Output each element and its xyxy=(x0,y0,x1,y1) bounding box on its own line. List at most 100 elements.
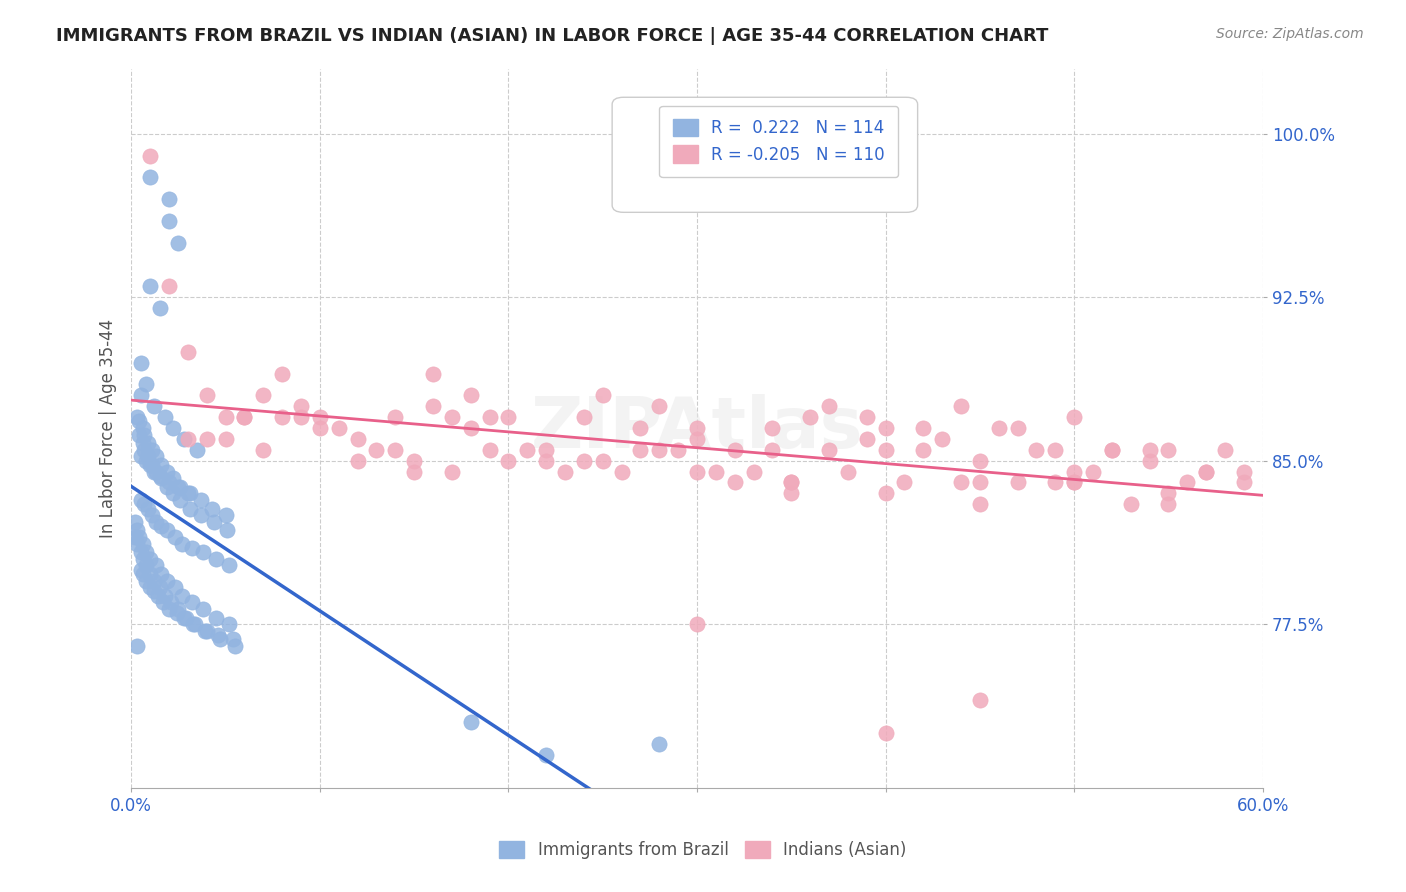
Point xyxy=(131,551,153,566)
Point xyxy=(969,497,991,511)
Point xyxy=(534,442,557,457)
Point xyxy=(150,567,173,582)
Point xyxy=(572,410,595,425)
Point xyxy=(218,558,240,573)
Point xyxy=(139,279,162,293)
Point xyxy=(1157,486,1180,500)
Point xyxy=(218,617,240,632)
Point xyxy=(704,465,727,479)
Point xyxy=(128,415,150,429)
Point xyxy=(1045,442,1067,457)
Point xyxy=(157,279,180,293)
Point xyxy=(134,427,156,442)
Point xyxy=(1101,442,1123,457)
Text: IMMIGRANTS FROM BRAZIL VS INDIAN (ASIAN) IN LABOR FORCE | AGE 35-44 CORRELATION : IMMIGRANTS FROM BRAZIL VS INDIAN (ASIAN)… xyxy=(56,27,1049,45)
Point xyxy=(129,450,152,464)
Point xyxy=(167,235,190,250)
Point xyxy=(875,421,897,435)
Point xyxy=(125,639,148,653)
Point xyxy=(534,747,557,762)
Point xyxy=(201,501,224,516)
Point xyxy=(134,442,156,457)
Point xyxy=(162,486,184,500)
Point xyxy=(1119,497,1142,511)
Point xyxy=(157,214,180,228)
FancyBboxPatch shape xyxy=(612,97,918,212)
Point xyxy=(214,508,236,523)
Point xyxy=(174,610,197,624)
Point xyxy=(163,530,186,544)
Point xyxy=(124,530,146,544)
Point xyxy=(179,486,201,500)
Point xyxy=(855,410,877,425)
Point xyxy=(724,442,747,457)
Point xyxy=(592,453,614,467)
Point xyxy=(761,442,783,457)
Point xyxy=(156,524,179,538)
Point xyxy=(128,530,150,544)
Point xyxy=(931,432,953,446)
Point xyxy=(572,453,595,467)
Point xyxy=(135,377,157,392)
Legend: Immigrants from Brazil, Indians (Asian): Immigrants from Brazil, Indians (Asian) xyxy=(492,834,914,866)
Point xyxy=(184,617,207,632)
Point xyxy=(183,617,205,632)
Point xyxy=(422,367,444,381)
Point xyxy=(131,536,153,550)
Point xyxy=(628,421,651,435)
Point xyxy=(912,442,935,457)
Point xyxy=(136,501,159,516)
Point xyxy=(136,436,159,450)
Point xyxy=(404,465,426,479)
Point xyxy=(156,465,179,479)
Point xyxy=(855,432,877,446)
Point xyxy=(460,715,482,730)
Point xyxy=(290,399,312,413)
Point xyxy=(893,475,915,490)
Point xyxy=(686,465,709,479)
Point xyxy=(1175,475,1198,490)
Point xyxy=(440,465,463,479)
Point xyxy=(135,545,157,559)
Point xyxy=(478,410,501,425)
Legend: R =  0.222   N = 114, R = -0.205   N = 110: R = 0.222 N = 114, R = -0.205 N = 110 xyxy=(659,105,898,177)
Point xyxy=(150,471,173,485)
Point xyxy=(153,410,176,425)
Point xyxy=(129,388,152,402)
Point xyxy=(153,589,176,603)
Point xyxy=(141,508,163,523)
Point xyxy=(135,453,157,467)
Text: Source: ZipAtlas.com: Source: ZipAtlas.com xyxy=(1216,27,1364,41)
Point xyxy=(818,442,841,457)
Point xyxy=(271,367,294,381)
Point xyxy=(129,563,152,577)
Point xyxy=(148,580,170,594)
Point xyxy=(404,453,426,467)
Point xyxy=(1045,475,1067,490)
Point xyxy=(195,388,218,402)
Point xyxy=(233,410,256,425)
Point xyxy=(136,450,159,464)
Text: ZIPAtlas: ZIPAtlas xyxy=(530,393,863,463)
Point xyxy=(141,458,163,472)
Point xyxy=(950,399,973,413)
Point xyxy=(875,726,897,740)
Point xyxy=(129,545,152,559)
Point xyxy=(162,471,184,485)
Point xyxy=(592,388,614,402)
Point xyxy=(498,453,520,467)
Point xyxy=(1063,475,1085,490)
Point xyxy=(1233,465,1256,479)
Point xyxy=(837,465,859,479)
Point xyxy=(169,480,191,494)
Point xyxy=(156,574,179,588)
Point xyxy=(516,442,538,457)
Point xyxy=(166,606,188,620)
Point xyxy=(1007,421,1029,435)
Point xyxy=(1157,442,1180,457)
Point xyxy=(131,436,153,450)
Point xyxy=(875,486,897,500)
Point xyxy=(1233,475,1256,490)
Point xyxy=(202,515,225,529)
Point xyxy=(156,480,179,494)
